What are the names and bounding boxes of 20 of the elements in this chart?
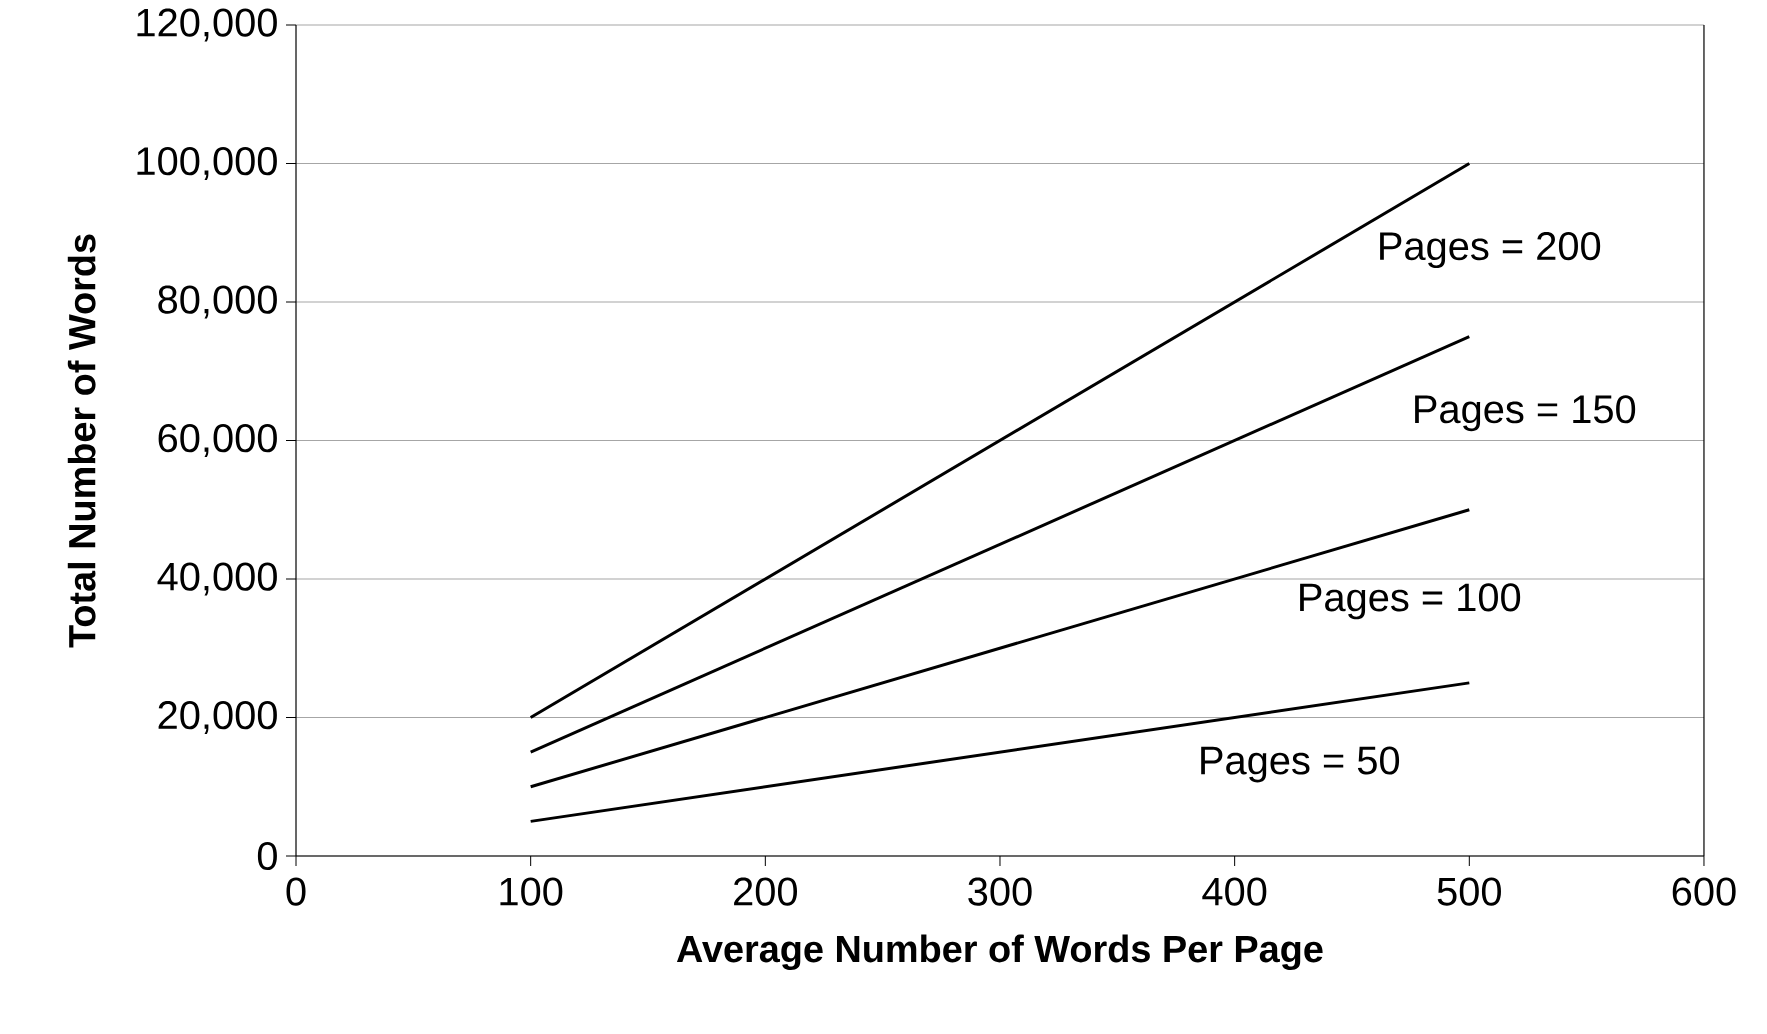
series-label: Pages = 200 xyxy=(1380,232,1601,269)
x-tick-label: 400 xyxy=(1202,877,1267,906)
y-tick-label: 100,000 xyxy=(137,147,277,180)
x-tick-label: 600 xyxy=(1672,877,1736,906)
y-tick-label: 20,000 xyxy=(158,701,277,734)
y-tick-label: 60,000 xyxy=(158,424,277,457)
x-axis-title: Average Number of Words Per Page xyxy=(676,934,1323,971)
x-tick-label: 200 xyxy=(734,877,797,906)
y-tick-label: 120,000 xyxy=(137,8,277,42)
series-label: Pages = 50 xyxy=(1201,746,1400,783)
y-tick-label: 40,000 xyxy=(157,562,277,596)
x-tick-label: 100 xyxy=(500,877,563,906)
x-tick-label: 500 xyxy=(1437,877,1501,906)
series-label: Pages = 100 xyxy=(1300,583,1521,620)
series-label: Pages = 150 xyxy=(1415,395,1636,432)
y-tick-label: 80,000 xyxy=(158,285,277,319)
y-axis-title: Total Number of Words xyxy=(67,234,96,648)
x-tick-label: 0 xyxy=(286,877,306,906)
y-tick-label: 0 xyxy=(257,841,277,871)
x-tick-label: 300 xyxy=(968,877,1032,906)
